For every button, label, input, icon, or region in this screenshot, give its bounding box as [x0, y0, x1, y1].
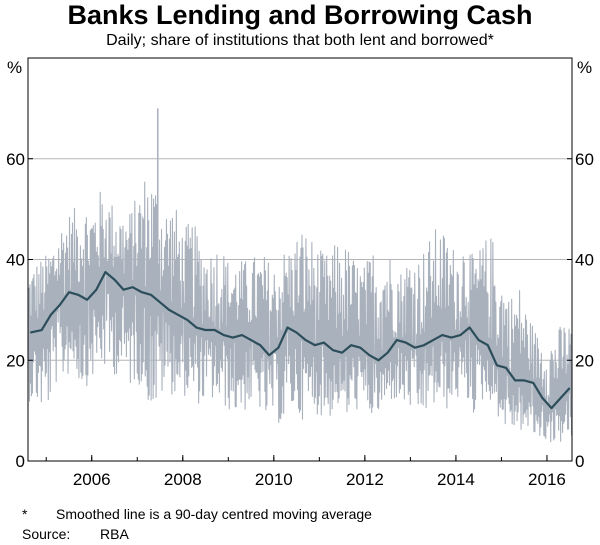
y-tick-label-right: 0	[575, 452, 584, 471]
daily-line	[27, 181, 573, 443]
y-tick-label-left: 40	[6, 251, 25, 270]
y-unit-right: %	[577, 58, 592, 77]
y-tick-label-left: 20	[6, 351, 25, 370]
y-tick-label-left: 60	[6, 150, 25, 169]
daily-series	[27, 108, 573, 443]
x-tick-label: 2016	[528, 470, 566, 489]
x-axis-ticks: 2006 2008 2010 2012 2014 2016	[45, 455, 566, 489]
chart-title: Banks Lending and Borrowing Cash	[67, 0, 533, 30]
chart-subtitle: Daily; share of institutions that both l…	[106, 32, 494, 49]
y-tick-label-right: 40	[575, 251, 594, 270]
y-tick-label-right: 20	[575, 351, 594, 370]
x-tick-label: 2014	[437, 470, 475, 489]
x-tick-label: 2010	[255, 470, 293, 489]
smoothed-line	[30, 270, 571, 410]
footnote-marker: *	[22, 506, 28, 522]
x-tick-label: 2006	[73, 470, 111, 489]
footnote-text: Smoothed line is a 90-day centred moving…	[56, 506, 372, 522]
x-tick-label: 2008	[164, 470, 202, 489]
x-tick-label: 2012	[346, 470, 384, 489]
smoothed-series	[30, 270, 571, 410]
y-tick-label-right: 60	[575, 150, 594, 169]
y-unit-left: %	[7, 58, 22, 77]
source-label: Source:	[22, 526, 71, 542]
source-value: RBA	[100, 526, 129, 542]
y-axis-ticks: 0 0 20 20 40 40 60 60	[6, 150, 594, 471]
y-tick-label-left: 0	[16, 452, 25, 471]
